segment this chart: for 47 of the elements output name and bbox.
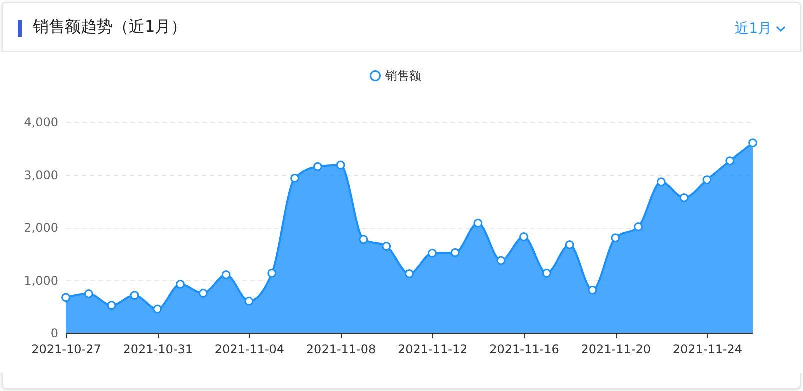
point <box>130 291 140 300</box>
y-tick-label: 0 <box>50 326 58 340</box>
x-tick-label: 2021-11-08 <box>306 342 376 356</box>
point <box>450 248 460 258</box>
x-tick-label: 2021-11-24 <box>672 342 743 356</box>
y-tick-label: 1,000 <box>24 274 58 288</box>
text: 近1月 <box>735 20 772 38</box>
point <box>428 248 437 258</box>
x-tick-label: 2021-10-27 <box>32 342 102 356</box>
y-tick-label: 2,000 <box>24 221 58 235</box>
point <box>542 268 552 278</box>
point <box>84 290 94 298</box>
point <box>474 218 483 228</box>
point <box>336 160 346 170</box>
x-tick-label: 2021-10-31 <box>123 342 193 356</box>
point <box>702 176 712 184</box>
point <box>611 234 620 242</box>
point <box>634 222 643 232</box>
point <box>726 156 735 166</box>
point <box>176 280 185 289</box>
x-tick-label: 2021-11-04 <box>214 342 285 356</box>
point <box>290 174 300 183</box>
point <box>496 256 506 266</box>
y-tick-label: 4,000 <box>24 116 58 130</box>
point <box>680 194 689 202</box>
point <box>107 301 116 310</box>
legend-label: 销售额 <box>384 69 422 83</box>
point <box>565 240 574 250</box>
point <box>313 162 322 172</box>
point <box>382 242 392 251</box>
chart-title: 销售额趋势（近1月） <box>33 17 188 38</box>
x-tick-label: 2021-11-16 <box>490 342 560 356</box>
point <box>405 269 414 278</box>
point <box>656 178 666 187</box>
point <box>62 293 70 302</box>
point <box>748 138 758 148</box>
y-tick-label: 3,000 <box>24 168 58 182</box>
point <box>222 270 231 280</box>
point <box>588 286 598 295</box>
point <box>359 235 368 244</box>
x-tick-label: 2021-11-12 <box>398 342 468 356</box>
point <box>268 268 277 278</box>
point <box>244 296 254 306</box>
point <box>198 288 208 298</box>
point <box>520 232 528 242</box>
point <box>153 304 162 314</box>
x-tick-label: 2021-11-20 <box>581 342 651 356</box>
